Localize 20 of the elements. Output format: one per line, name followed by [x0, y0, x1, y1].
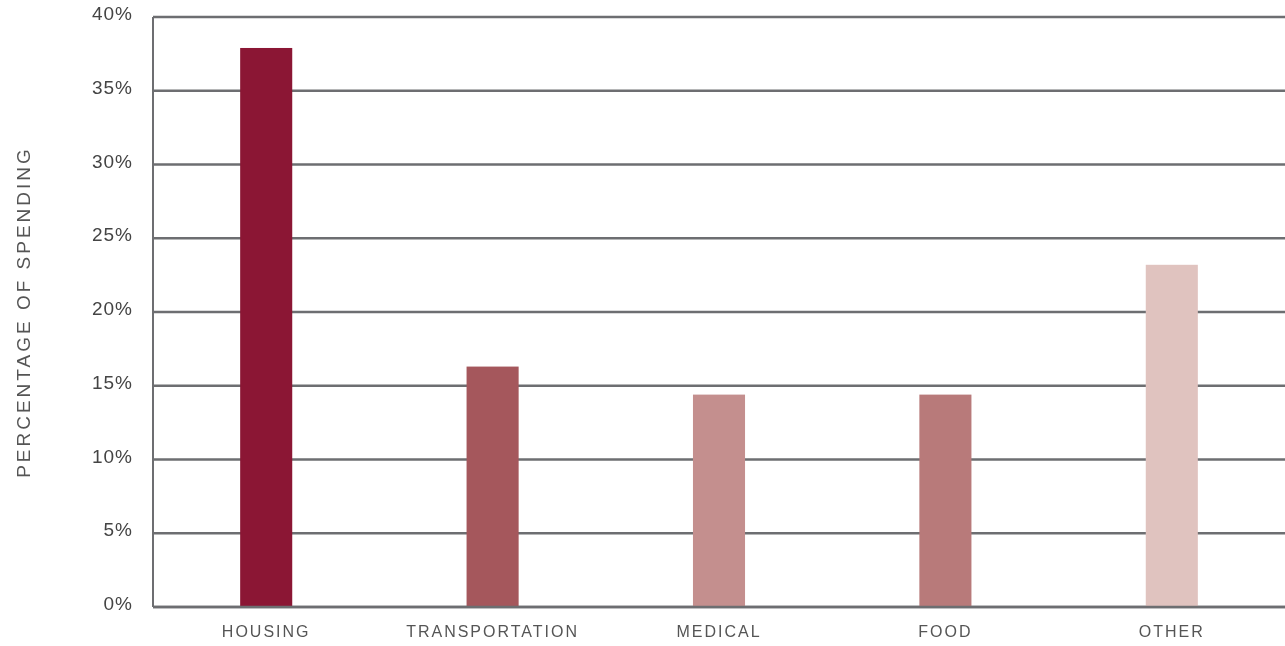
bar — [240, 47, 293, 607]
y-tick-label: 20% — [91, 298, 133, 320]
bar — [919, 394, 972, 607]
y-tick-label: 10% — [91, 445, 133, 467]
bar — [1145, 264, 1198, 607]
y-tick-label: 15% — [91, 371, 133, 393]
y-tick-label: 40% — [91, 3, 133, 25]
y-axis-title: PERCENTAGE OF SPENDING — [13, 146, 34, 478]
x-tick-label: OTHER — [1138, 623, 1205, 640]
y-tick-label: 0% — [103, 593, 133, 615]
bar — [466, 366, 519, 607]
y-tick-label: 35% — [91, 76, 133, 98]
x-tick-label: HOUSING — [221, 623, 311, 640]
x-tick-label: TRANSPORTATION — [406, 623, 580, 640]
x-tick-label: FOOD — [918, 623, 973, 640]
y-tick-label: 30% — [91, 150, 133, 172]
y-tick-label: 5% — [103, 519, 133, 541]
x-tick-label: MEDICAL — [676, 623, 762, 640]
bar — [692, 394, 746, 607]
y-tick-label: 25% — [91, 224, 133, 246]
